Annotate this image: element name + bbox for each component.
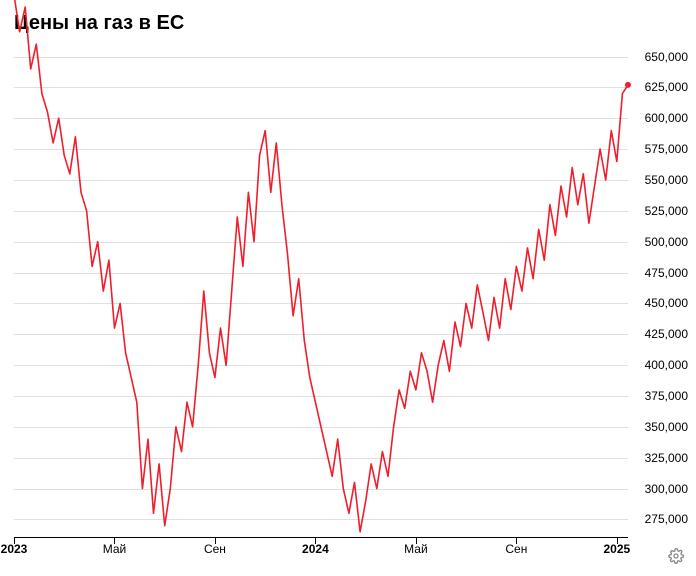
y-tick-label: 425,000 — [645, 327, 688, 341]
y-axis-labels: 275,000 300,000 325,000 350,000 375,000 400,0… — [632, 38, 688, 538]
price-line — [14, 0, 628, 532]
y-tick-label: 625,000 — [645, 80, 688, 94]
end-marker — [625, 82, 631, 88]
x-tick-label: Сен — [204, 542, 226, 556]
chart-title: Цены на газ в ЕС — [14, 12, 688, 35]
x-tick-label: Май — [103, 542, 127, 556]
y-tick-label: 400,000 — [645, 358, 688, 372]
line-svg — [14, 38, 628, 538]
x-tick-label: Май — [404, 542, 428, 556]
x-tick-label: 2025 — [603, 542, 630, 556]
y-tick-label: 350,000 — [645, 420, 688, 434]
y-tick-label: 325,000 — [645, 451, 688, 465]
y-tick-label: 650,000 — [645, 50, 688, 64]
x-tick-label: 2024 — [302, 542, 329, 556]
gas-price-chart: Цены на газ в ЕС 275,000 300,000 325,000 35… — [0, 0, 696, 576]
y-tick-label: 300,000 — [645, 482, 688, 496]
y-tick-label: 550,000 — [645, 173, 688, 187]
y-tick-label: 600,000 — [645, 111, 688, 125]
y-tick-label: 575,000 — [645, 142, 688, 156]
y-tick-label: 450,000 — [645, 296, 688, 310]
x-axis-labels: 2023МайСен2024МайСен2025 — [14, 542, 628, 562]
x-axis-line — [14, 537, 628, 538]
x-tick-label: 2023 — [1, 542, 28, 556]
y-tick-label: 275,000 — [645, 512, 688, 526]
plot-area — [14, 38, 628, 538]
y-tick-label: 525,000 — [645, 204, 688, 218]
y-tick-label: 375,000 — [645, 389, 688, 403]
settings-icon[interactable] — [668, 548, 684, 564]
x-tick-label: Сен — [505, 542, 527, 556]
y-tick-label: 500,000 — [645, 235, 688, 249]
y-tick-label: 475,000 — [645, 266, 688, 280]
